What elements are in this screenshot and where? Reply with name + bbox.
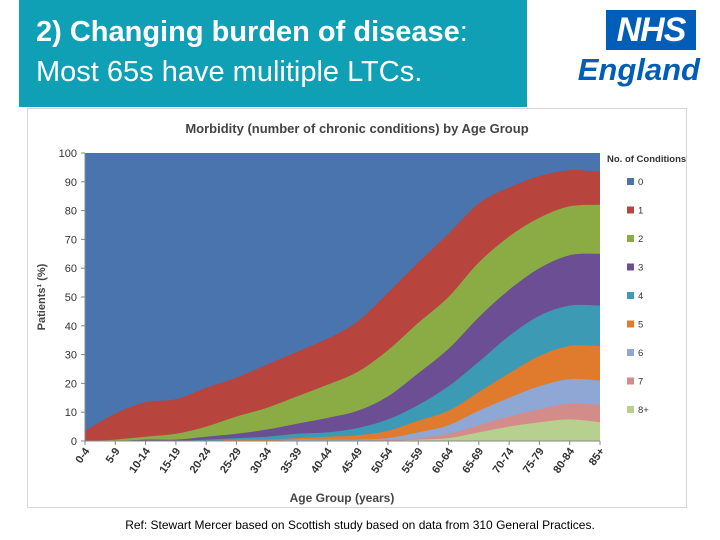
slide-title-banner: 2) Changing burden of disease: Most 65s … [19,0,527,107]
legend-label-2: 2 [638,234,643,245]
area-series-7 [85,403,600,442]
slide-title-bold: 2) Changing burden of disease [36,16,460,48]
y-tick-label-20: 20 [65,378,77,390]
legend-label-5: 5 [638,320,643,331]
legend-swatch-1 [627,206,634,214]
x-tick-label-45-49: 45-49 [339,446,365,476]
y-tick-label-50: 50 [65,292,77,304]
legend-label-0: 0 [638,177,643,188]
nhs-logo-badge: NHS [606,10,696,50]
x-tick-label-40-44: 40-44 [309,445,335,476]
x-tick-label-55-59: 55-59 [400,446,426,476]
legend-swatch-5 [627,320,634,328]
y-axis-label: Patients¹ (%) [36,263,48,330]
area-series-8+ [85,419,600,442]
chart-title: Morbidity (number of chronic conditions)… [185,121,528,136]
x-tick-label-80-84: 80-84 [551,445,577,476]
y-tick-label-70: 70 [65,234,77,246]
y-tick-label-100: 100 [59,148,77,160]
x-tick-label-20-24: 20-24 [188,445,214,476]
x-tick-label-25-29: 25-29 [218,446,244,476]
x-tick-label-85+: 85+ [587,446,608,468]
x-tick-label-0-4: 0-4 [74,445,93,466]
area-series-6 [85,378,600,442]
slide-title-line-1: 2) Changing burden of disease: [36,15,468,49]
x-axis-label: Age Group (years) [290,491,395,505]
y-tick-label-30: 30 [65,350,77,362]
legend-label-3: 3 [638,263,643,274]
legend-title: No. of Conditions [607,154,686,165]
slide-title-colon: : [459,16,468,48]
y-tick-label-90: 90 [65,177,77,189]
legend-swatch-7 [627,377,634,385]
x-tick-label-65-69: 65-69 [460,446,486,476]
slide-title-line-2: Most 65s have mulitiple LTCs. [36,56,423,88]
nhs-logo-wordmark: England [577,52,700,87]
x-tick-label-15-19: 15-19 [157,446,183,476]
x-tick-label-5-9: 5-9 [104,446,123,466]
legend-swatch-2 [627,235,634,242]
legend-swatch-6 [627,349,634,356]
x-tick-label-35-39: 35-39 [279,446,305,476]
x-tick-label-50-54: 50-54 [369,445,395,476]
x-tick-label-70-74: 70-74 [491,445,517,476]
legend-label-7: 7 [638,377,643,388]
legend-swatch-3 [627,263,634,271]
y-tick-label-40: 40 [65,321,77,333]
x-tick-label-75-79: 75-79 [521,446,547,476]
y-tick-label-10: 10 [65,407,77,419]
nhs-england-logo: NHS England [572,10,702,95]
x-tick-label-30-34: 30-34 [248,445,274,476]
legend-swatch-0 [627,178,634,185]
y-tick-label-80: 80 [65,206,77,218]
x-tick-label-10-14: 10-14 [127,445,153,476]
legend-label-6: 6 [638,348,643,359]
y-tick-label-60: 60 [65,263,77,275]
legend-label-4: 4 [638,291,643,302]
y-tick-label-0: 0 [71,436,77,448]
legend-swatch-8+ [627,406,634,413]
reference-note: Ref: Stewart Mercer based on Scottish st… [125,518,595,532]
x-tick-label-60-64: 60-64 [430,445,456,476]
legend-label-8+: 8+ [638,405,649,416]
legend-label-1: 1 [638,206,643,217]
legend-swatch-4 [627,292,634,299]
